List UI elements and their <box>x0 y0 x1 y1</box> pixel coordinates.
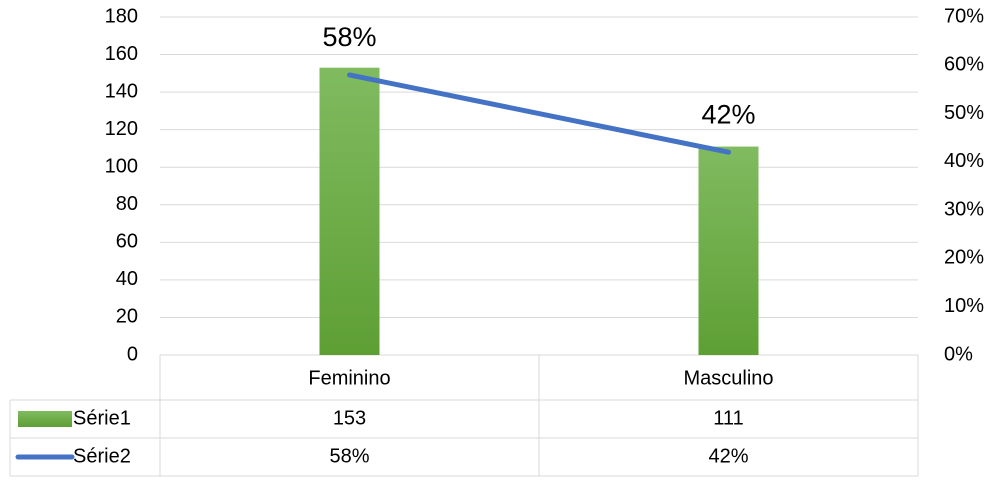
data-label: 42% <box>701 99 755 129</box>
y-tick-label: 60 <box>116 231 138 253</box>
y-tick-label: 0 <box>127 343 138 365</box>
x-tick-label: Feminino <box>308 367 390 389</box>
data-label: 58% <box>322 22 376 52</box>
legend-label: Série2 <box>73 445 131 467</box>
y2-tick-label: 40% <box>944 150 984 172</box>
x-tick-label: Masculino <box>683 367 773 389</box>
y2-tick-label: 60% <box>944 54 984 76</box>
y2-tick-label: 50% <box>944 102 984 124</box>
y-tick-label: 120 <box>105 118 138 140</box>
y-tick-label: 100 <box>105 156 138 178</box>
line-series <box>347 72 731 155</box>
y2-tick-label: 70% <box>944 5 984 27</box>
bar <box>319 67 380 355</box>
y-tick-label: 160 <box>105 43 138 65</box>
y2-tick-label: 10% <box>944 295 984 317</box>
table-cell: 42% <box>708 445 748 467</box>
table-cell: 153 <box>333 407 366 429</box>
bar <box>698 146 759 355</box>
legend-key <box>18 411 72 427</box>
y-tick-label: 180 <box>105 5 138 27</box>
y-tick-label: 40 <box>116 268 138 290</box>
legend-label: Série1 <box>73 407 131 429</box>
y2-tick-label: 0% <box>944 343 973 365</box>
table-cell: 58% <box>329 445 369 467</box>
table-cell: 111 <box>713 407 743 429</box>
y2-tick-label: 30% <box>944 198 984 220</box>
y2-tick-label: 20% <box>944 247 984 269</box>
y-tick-label: 20 <box>116 306 138 328</box>
y-tick-label: 140 <box>105 80 138 102</box>
y-tick-label: 80 <box>116 193 138 215</box>
